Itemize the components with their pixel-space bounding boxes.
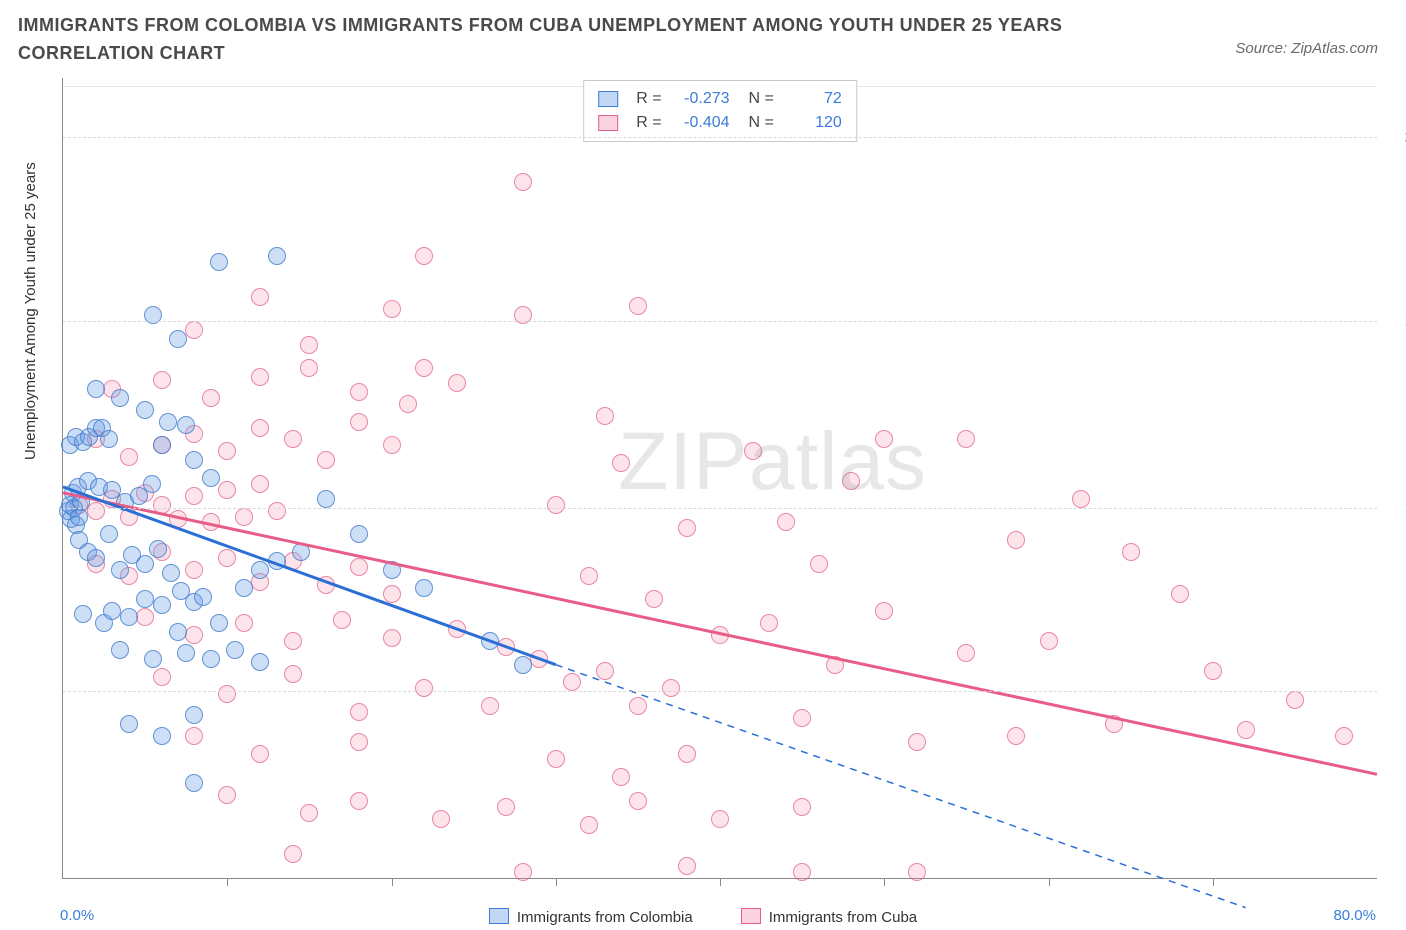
trend-line [556, 665, 1246, 908]
legend-swatch-colombia [489, 908, 509, 924]
stats-n-cuba: 120 [784, 111, 842, 135]
stats-n-label: N = [740, 87, 774, 111]
gridline [63, 137, 1377, 138]
stats-swatch-cuba [598, 115, 618, 131]
source-name: ZipAtlas.com [1291, 40, 1378, 57]
x-tick [884, 878, 885, 886]
gridline [63, 321, 1377, 322]
source-credit: Source: ZipAtlas.com [1235, 40, 1378, 57]
legend-item-cuba: Immigrants from Cuba [741, 908, 917, 926]
x-tick [392, 878, 393, 886]
stats-r-label: R = [636, 87, 661, 111]
x-tick [227, 878, 228, 886]
trend-line [63, 493, 1377, 774]
gridline [63, 508, 1377, 509]
x-tick [720, 878, 721, 886]
series-legend: Immigrants from Colombia Immigrants from… [0, 908, 1406, 926]
x-tick [556, 878, 557, 886]
legend-swatch-cuba [741, 908, 761, 924]
legend-label-cuba: Immigrants from Cuba [769, 909, 917, 926]
stats-n-label: N = [740, 111, 774, 135]
y-tick-label: 18.8% [1387, 312, 1406, 329]
stats-r-label: R = [636, 111, 661, 135]
stats-n-colombia: 72 [784, 87, 842, 111]
correlation-stats-box: R = -0.273 N = 72 R = -0.404 N = 120 [583, 80, 857, 142]
legend-label-colombia: Immigrants from Colombia [517, 909, 693, 926]
stats-swatch-colombia [598, 91, 618, 107]
stats-r-colombia: -0.273 [672, 87, 730, 111]
y-tick-label: 25.0% [1387, 129, 1406, 146]
gridline [63, 691, 1377, 692]
x-tick [1049, 878, 1050, 886]
trend-lines-layer [63, 78, 1377, 878]
stats-r-cuba: -0.404 [672, 111, 730, 135]
legend-item-colombia: Immigrants from Colombia [489, 908, 693, 926]
chart-title: IMMIGRANTS FROM COLOMBIA VS IMMIGRANTS F… [18, 12, 1118, 68]
trend-line [63, 487, 556, 665]
y-tick-label: 12.5% [1387, 499, 1406, 516]
scatter-plot: R = -0.273 N = 72 R = -0.404 N = 120 ZIP… [62, 78, 1377, 879]
y-tick-label: 6.3% [1387, 683, 1406, 700]
y-axis-title: Unemployment Among Youth under 25 years [22, 162, 39, 460]
x-tick [1213, 878, 1214, 886]
